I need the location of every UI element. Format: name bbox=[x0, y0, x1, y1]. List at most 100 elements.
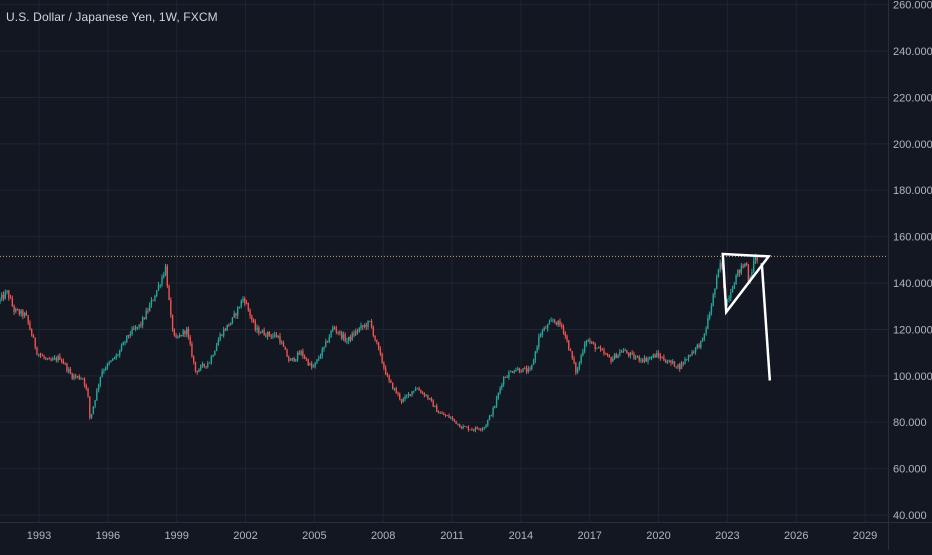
candle-body bbox=[411, 391, 412, 395]
candle-body bbox=[614, 354, 615, 358]
candle-body bbox=[242, 299, 243, 301]
candle-body bbox=[13, 306, 14, 312]
candle-body bbox=[406, 396, 407, 397]
candle-body bbox=[558, 321, 559, 325]
candle-body bbox=[334, 327, 335, 329]
candle-body bbox=[101, 371, 102, 377]
candle-body bbox=[639, 356, 640, 360]
candle-body bbox=[404, 396, 405, 399]
price-tick-label: 240.000 bbox=[893, 46, 932, 58]
candle-body bbox=[732, 289, 733, 292]
candle-body bbox=[253, 320, 254, 322]
candle-body bbox=[105, 368, 106, 370]
candle-body bbox=[270, 335, 271, 336]
price-tick-label: 40.000 bbox=[893, 510, 927, 522]
candle-body bbox=[170, 300, 171, 315]
candle-body bbox=[56, 358, 57, 361]
price-tick-label: 100.000 bbox=[893, 371, 932, 383]
candle-body bbox=[609, 355, 610, 357]
candle-body bbox=[508, 372, 509, 377]
candle-body bbox=[19, 310, 20, 314]
candle-body bbox=[690, 355, 691, 356]
candle-body bbox=[256, 328, 257, 330]
candle-body bbox=[96, 390, 97, 400]
candle-body bbox=[84, 379, 85, 385]
candle-body bbox=[728, 298, 729, 299]
candle-body bbox=[461, 427, 462, 428]
candle-body bbox=[316, 359, 317, 362]
candle-body bbox=[484, 427, 485, 428]
candle-body bbox=[550, 321, 551, 322]
candle-body bbox=[466, 427, 467, 428]
candle-body bbox=[394, 388, 395, 389]
candle-body bbox=[304, 356, 305, 358]
candle-body bbox=[351, 334, 352, 340]
time-tick-label: 1996 bbox=[96, 530, 120, 542]
candle-body bbox=[110, 361, 111, 363]
candle-body bbox=[427, 395, 428, 398]
candle-body bbox=[156, 290, 157, 296]
candle-body bbox=[332, 327, 333, 331]
candle-body bbox=[489, 416, 490, 420]
candle-body bbox=[477, 427, 478, 428]
candle-body bbox=[679, 364, 680, 369]
candle-body bbox=[716, 277, 717, 289]
candle-body bbox=[656, 353, 657, 357]
candle-body bbox=[626, 350, 627, 353]
candle-body bbox=[702, 338, 703, 340]
time-tick-label: 2029 bbox=[853, 530, 877, 542]
candle-body bbox=[584, 344, 585, 351]
price-tick-label: 180.000 bbox=[893, 185, 932, 197]
candle-body bbox=[344, 334, 345, 341]
candle-body bbox=[577, 368, 578, 372]
candle-body bbox=[71, 373, 72, 378]
candle-body bbox=[737, 270, 738, 276]
candle-body bbox=[103, 370, 104, 371]
candle-body bbox=[61, 360, 62, 361]
candle-body bbox=[142, 318, 143, 326]
candle-body bbox=[31, 330, 32, 336]
candle-body bbox=[258, 328, 259, 334]
candle-body bbox=[248, 303, 249, 310]
candle-body bbox=[323, 347, 324, 349]
candle-body bbox=[68, 369, 69, 370]
candle-body bbox=[172, 315, 173, 330]
candle-body bbox=[64, 363, 65, 364]
candle-body bbox=[177, 337, 178, 338]
candle-body bbox=[498, 393, 499, 398]
candle-body bbox=[628, 353, 629, 355]
candle-body bbox=[290, 360, 291, 361]
candle-body bbox=[554, 321, 555, 322]
candle-body bbox=[630, 353, 631, 356]
candle-body bbox=[565, 332, 566, 335]
candle-body bbox=[469, 429, 470, 430]
candle-body bbox=[434, 406, 435, 407]
candle-body bbox=[75, 376, 76, 377]
candle-body bbox=[89, 397, 90, 418]
candle-body bbox=[22, 311, 23, 317]
candle-body bbox=[424, 393, 425, 396]
candle-body bbox=[596, 348, 597, 349]
candle-body bbox=[154, 296, 155, 300]
candle-body bbox=[672, 361, 673, 363]
candle-body bbox=[59, 356, 60, 360]
candle-body bbox=[223, 329, 224, 335]
price-tick-label: 260.000 bbox=[893, 0, 932, 12]
candle-body bbox=[306, 359, 307, 360]
candle-body bbox=[730, 292, 731, 298]
time-tick-label: 2008 bbox=[371, 530, 395, 542]
price-tick-label: 220.000 bbox=[893, 92, 932, 104]
candle-body bbox=[561, 325, 562, 327]
candle-body bbox=[202, 364, 203, 365]
candle-body bbox=[705, 329, 706, 334]
candle-body bbox=[147, 311, 148, 312]
candle-body bbox=[285, 347, 286, 350]
candle-body bbox=[468, 427, 469, 430]
candle-body bbox=[313, 367, 314, 368]
candle-body bbox=[251, 316, 252, 320]
candle-body bbox=[260, 333, 261, 334]
candle-body bbox=[556, 322, 557, 325]
